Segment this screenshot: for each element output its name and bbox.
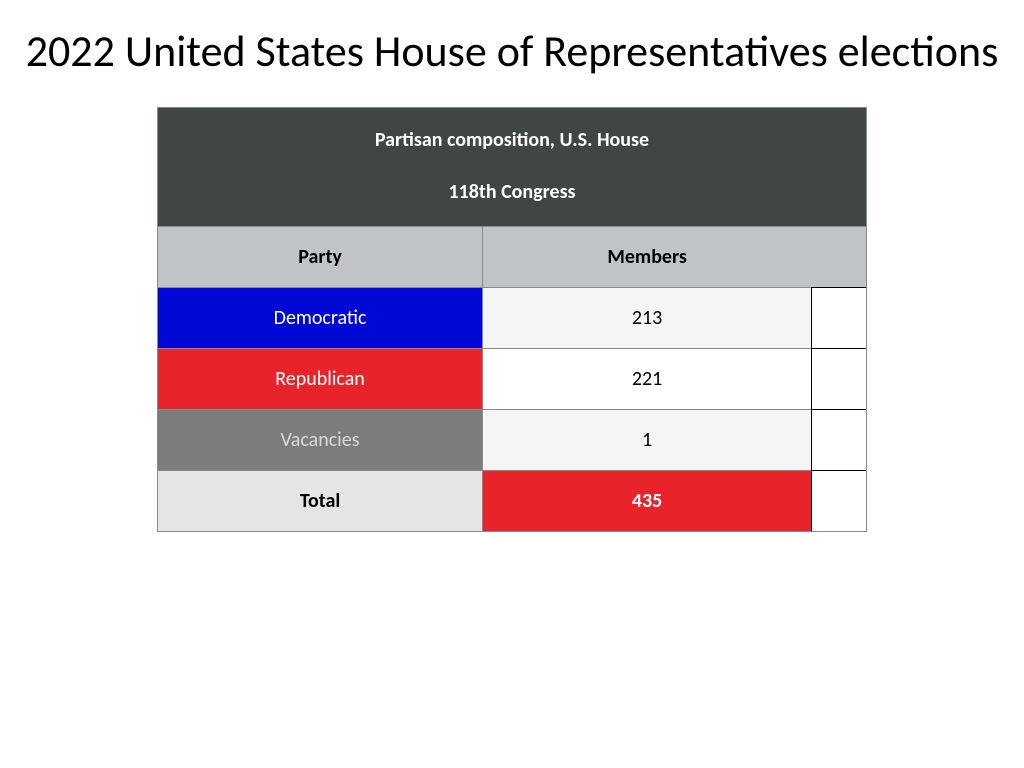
cell-party: Republican bbox=[158, 348, 482, 409]
cell-members: 435 bbox=[482, 470, 811, 531]
composition-table: Partisan composition, U.S. House 118th C… bbox=[157, 107, 867, 532]
cell-members: 221 bbox=[482, 348, 811, 409]
table-header-line1: Partisan composition, U.S. House bbox=[158, 108, 866, 160]
col-header-spacer bbox=[811, 226, 866, 287]
cell-spacer bbox=[811, 409, 866, 470]
cell-spacer bbox=[811, 470, 866, 531]
cell-party: Total bbox=[158, 470, 482, 531]
table-row: Total435 bbox=[158, 470, 866, 531]
table-row: Vacancies1 bbox=[158, 409, 866, 470]
slide-title: 2022 United States House of Representati… bbox=[0, 0, 1024, 79]
table-column-header-row: Party Members bbox=[158, 226, 866, 287]
col-header-party: Party bbox=[158, 226, 482, 287]
cell-members: 213 bbox=[482, 287, 811, 348]
cell-party: Democratic bbox=[158, 287, 482, 348]
table-row: Democratic213 bbox=[158, 287, 866, 348]
cell-members: 1 bbox=[482, 409, 811, 470]
col-header-members: Members bbox=[482, 226, 811, 287]
table-row: Republican221 bbox=[158, 348, 866, 409]
cell-party: Vacancies bbox=[158, 409, 482, 470]
table-header-line2: 118th Congress bbox=[158, 160, 866, 226]
cell-spacer bbox=[811, 287, 866, 348]
cell-spacer bbox=[811, 348, 866, 409]
